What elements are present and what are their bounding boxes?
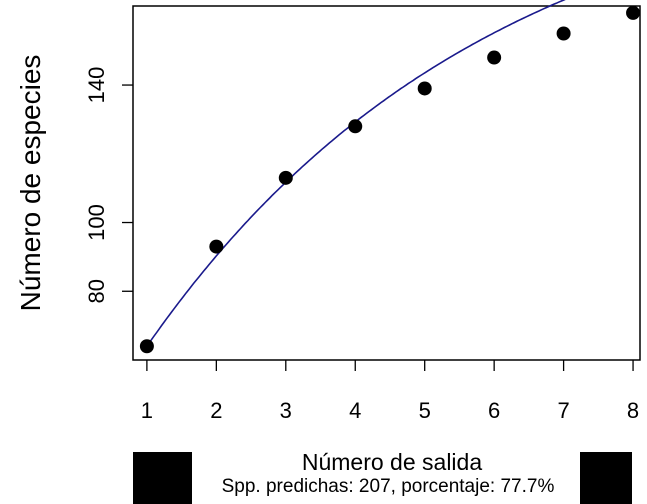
x-tick-label: 3 xyxy=(280,398,292,423)
data-point xyxy=(209,239,224,254)
x-tick-label: 5 xyxy=(419,398,431,423)
data-point xyxy=(278,170,293,185)
data-point xyxy=(487,50,502,65)
y-axis-label: Número de especies xyxy=(15,55,46,312)
redaction-box-left xyxy=(133,452,192,504)
plot-frame xyxy=(132,5,641,361)
x-axis-label: Número de salida xyxy=(302,449,482,475)
fit-curve xyxy=(146,0,566,347)
data-point xyxy=(626,5,641,20)
x-tick-label: 4 xyxy=(349,398,361,423)
x-tick-label: 2 xyxy=(210,398,222,423)
x-tick-label: 6 xyxy=(488,398,500,423)
redaction-box-right xyxy=(580,452,632,504)
x-tick-label: 8 xyxy=(627,398,639,423)
data-point xyxy=(556,26,571,41)
data-point xyxy=(348,119,363,134)
y-tick-label: 80 xyxy=(84,279,109,303)
x-tick-label: 7 xyxy=(557,398,569,423)
data-point xyxy=(417,81,432,96)
data-point xyxy=(139,339,154,354)
y-tick-label: 140 xyxy=(84,67,109,104)
y-tick-label: 100 xyxy=(84,204,109,241)
prediction-footnote: Spp. predichas: 207, porcentaje: 77.7% xyxy=(221,476,555,497)
x-tick-label: 1 xyxy=(141,398,153,423)
